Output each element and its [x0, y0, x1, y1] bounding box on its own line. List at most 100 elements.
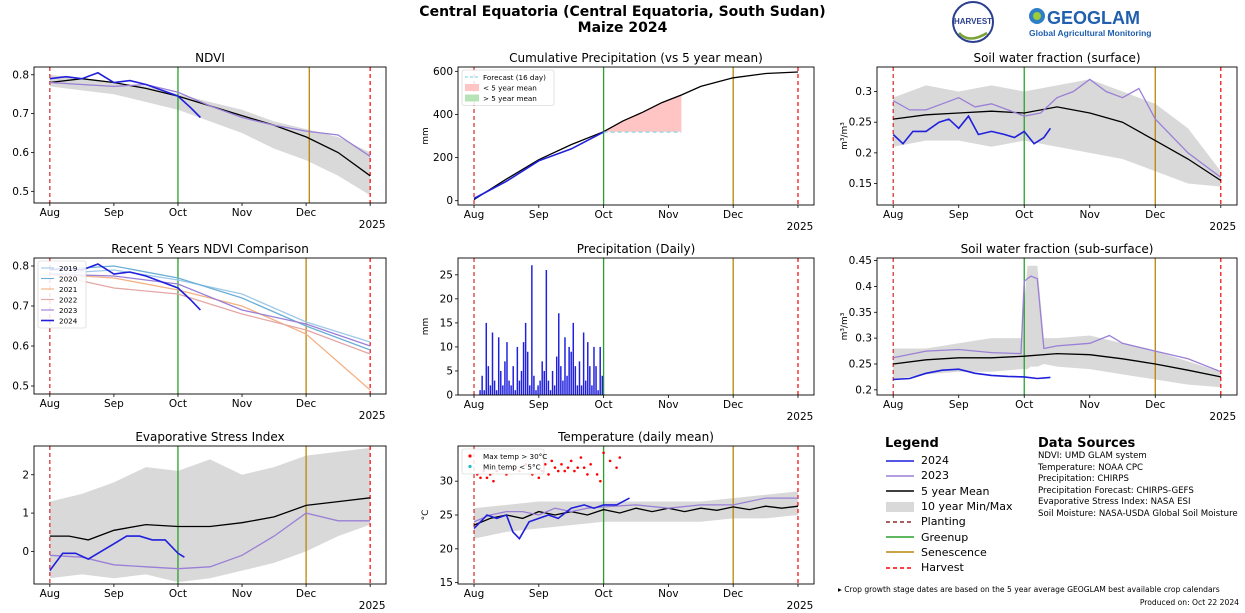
legend-key: [886, 459, 914, 462]
legend-item: Greenup: [885, 529, 1035, 544]
harvest-logo-text: HARVEST: [954, 17, 992, 26]
y-axis-label: mm: [421, 127, 431, 145]
precip-bar: [524, 322, 527, 395]
y-tick-label: 20: [440, 293, 453, 305]
panel-legend-box: [461, 448, 545, 475]
hot-day-point: [615, 466, 618, 469]
x-tick-label: Oct: [595, 209, 613, 221]
precip-bar: [539, 380, 541, 395]
data-source-line: Precipitation: CHIRPS: [1038, 474, 1129, 485]
series-line: [49, 512, 371, 570]
below-mean-fill: [603, 95, 682, 132]
precip-bar: [543, 370, 546, 395]
data-source-line: Temperature: NOAA CPC: [1038, 462, 1144, 473]
y-tick-label: 0.6: [12, 341, 29, 353]
x-tick-label: Sep: [104, 207, 124, 219]
hot-day-point: [566, 466, 570, 469]
hot-day-point: [560, 462, 563, 466]
x-tick-label: Aug: [464, 399, 485, 411]
precip-bar: [580, 385, 583, 395]
data-sources: Data Sources NDVI: UMD GLAM system Temper…: [1038, 436, 1243, 521]
hot-day-point: [602, 451, 605, 455]
precip-bar: [574, 366, 577, 395]
legend-key: [886, 566, 914, 569]
precip-bar: [549, 390, 552, 395]
y-tick-label: 0.25: [849, 117, 872, 129]
x-tick-label: 2025: [1209, 221, 1236, 233]
data-sources-title: Data Sources: [1038, 436, 1136, 451]
hot-day-point: [556, 469, 560, 473]
series-line: [49, 497, 371, 541]
precip-bar: [493, 380, 496, 395]
panel-legend-label: < 5 year mean: [483, 83, 537, 92]
panel-legend-label: 2019: [59, 264, 78, 273]
precip-bar: [587, 342, 589, 395]
hot-day-point: [543, 462, 547, 466]
x-tick-label: Oct: [169, 398, 187, 410]
precip-bar: [514, 390, 517, 395]
precip-bar: [560, 366, 562, 395]
legend-item: 2024: [885, 453, 1035, 468]
title-line-1: Central Equatoria (Central Equatoria, So…: [419, 4, 826, 20]
series-line: [49, 273, 371, 391]
precip-bar: [487, 366, 490, 395]
precip-bar: [508, 380, 510, 395]
x-tick-label: Sep: [949, 209, 969, 221]
panel-legend-cumprecip: Forecast (16 day)< 5 year mean > 5 year m…: [461, 69, 555, 106]
chart-title-ndvi5: Recent 5 Years NDVI Comparison: [111, 242, 309, 256]
hot-day-point: [589, 462, 592, 466]
series-line: [473, 505, 799, 526]
precip-bar: [551, 370, 554, 395]
y-axis-label: °C: [421, 510, 431, 521]
x-tick-label: Sep: [104, 588, 124, 600]
precip-bar: [582, 332, 585, 395]
x-tick-label: Nov: [232, 398, 253, 410]
y-tick-label: 0.2: [855, 147, 872, 159]
hot-day-point: [537, 476, 541, 480]
x-tick-label: Oct: [1015, 399, 1033, 411]
data-source-line: Soil Moisture: NASA-USDA Global Soil Moi…: [1038, 508, 1238, 519]
x-tick-label: Sep: [529, 209, 549, 221]
logos: HARVEST GEOGLAM Global Agricultural Moni…: [952, 1, 1151, 43]
chart-title-ndvi: NDVI: [195, 51, 225, 65]
hot-day-point: [618, 456, 622, 459]
precip-bar: [584, 380, 587, 395]
x-tick-label: Nov: [1080, 209, 1101, 221]
y-tick-label: 2: [22, 469, 29, 481]
precip-bar: [589, 366, 591, 395]
x-tick-label: Nov: [658, 588, 679, 600]
series-line: [892, 78, 1222, 178]
x-tick-label: Nov: [658, 399, 679, 411]
y-tick-label: 200: [433, 152, 453, 164]
precip-bar: [526, 351, 529, 395]
panel-legend-label: 2021: [59, 285, 77, 294]
series-line: [473, 131, 604, 200]
chart-ndvi5: Recent 5 Years NDVI Comparison 0.5 0.6 0.7 0…: [12, 242, 387, 422]
y-tick-label: 0.35: [849, 307, 872, 319]
precip-bar: [576, 385, 579, 395]
series-line: [473, 71, 799, 201]
legend-key: [886, 536, 914, 538]
precip-bar: [591, 385, 593, 395]
series-line: [473, 497, 798, 523]
chart-title-soilsurf: Soil water fraction (surface): [973, 51, 1140, 65]
precip-bar: [518, 380, 521, 395]
chart-soilsurf: Soil water fraction (surface) 0.15 0.2 0.25…: [840, 51, 1238, 233]
y-tick-label: 25: [440, 269, 453, 281]
legend-item-label: 2023: [921, 469, 949, 483]
series-line: [893, 275, 1222, 373]
chart-title-dailyprecip: Precipitation (Daily): [577, 242, 696, 256]
hot-day-point: [547, 473, 550, 476]
y-tick-label: 0: [446, 195, 453, 207]
hot-day-point: [573, 469, 576, 473]
legend-item: 2023: [885, 468, 1035, 483]
x-tick-label: Dec: [1145, 399, 1166, 411]
minmax-band-esi: [49, 447, 371, 583]
y-tick-label: 15: [440, 317, 453, 329]
precip-bar: [545, 270, 548, 395]
legend-item-label: Planting: [921, 515, 966, 529]
y-tick-label: 20: [440, 543, 453, 555]
series-line: [893, 352, 1221, 378]
